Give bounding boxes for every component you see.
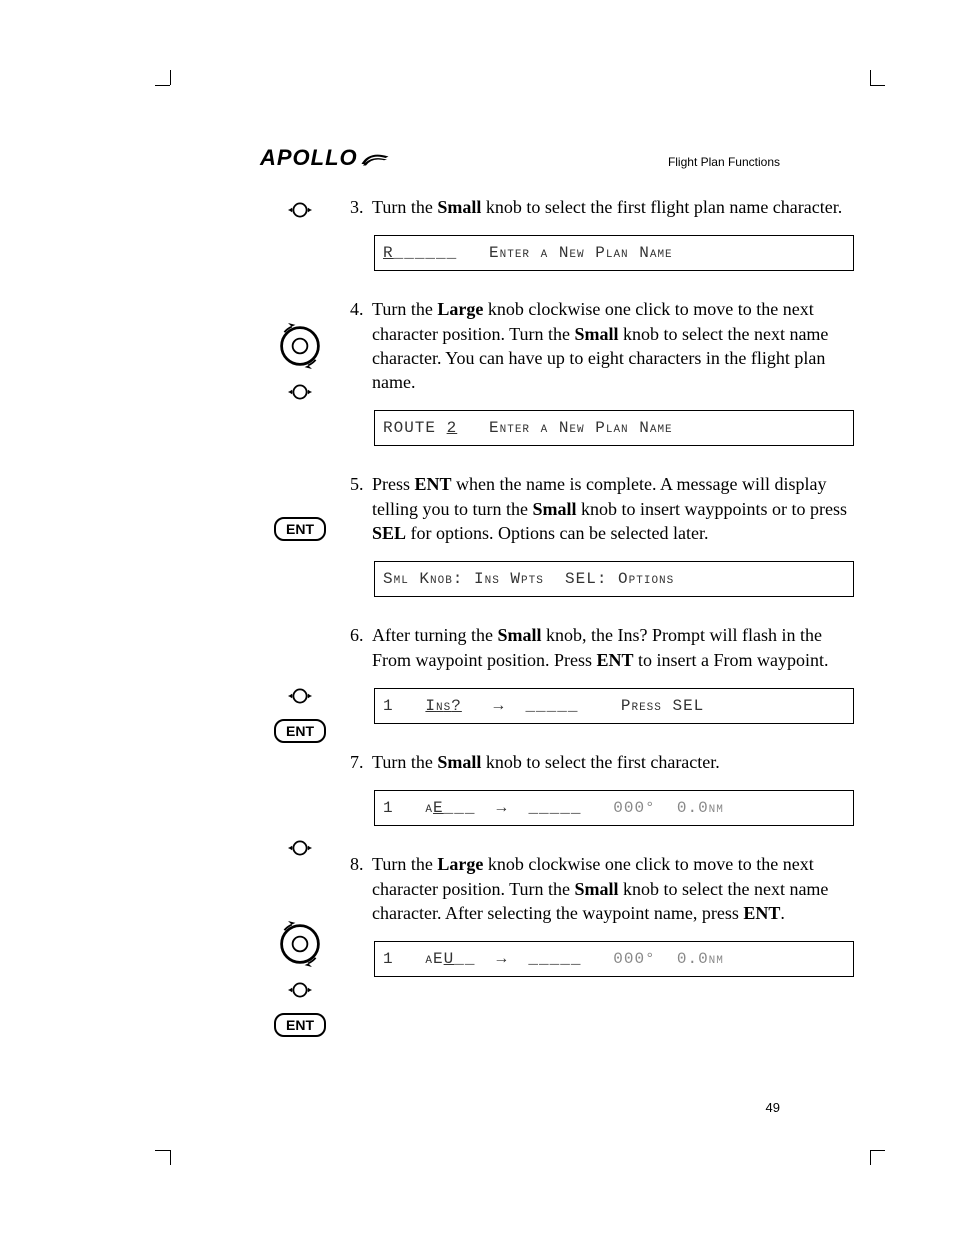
step-text: 3.Turn the Small knob to select the firs… — [350, 195, 860, 219]
step-body: Press ENT when the name is complete. A m… — [372, 472, 860, 545]
lcd-display: 1 Ins? → _____ Press SEL — [374, 688, 854, 724]
large-knob-icon — [277, 323, 323, 369]
small-knob-icon — [280, 195, 320, 225]
margin-icon-group — [270, 323, 330, 407]
ent-button-icon: ENT — [274, 719, 326, 743]
step-body: After turning the Small knob, the Ins? P… — [372, 623, 860, 672]
margin-icon-group: ENT — [270, 517, 330, 541]
large-knob-icon — [277, 921, 323, 967]
step-number: 6. — [350, 623, 372, 672]
logo-text: APOLLO — [260, 145, 358, 171]
small-knob-icon — [280, 681, 320, 711]
step-number: 5. — [350, 472, 372, 545]
section-header: Flight Plan Functions — [668, 155, 780, 169]
step-5: 5.Press ENT when the name is complete. A… — [350, 472, 860, 597]
step-number: 7. — [350, 750, 372, 774]
step-body: Turn the Small knob to select the first … — [372, 195, 860, 219]
step-number: 8. — [350, 852, 372, 925]
step-text: 5.Press ENT when the name is complete. A… — [350, 472, 860, 545]
step-body: Turn the Small knob to select the first … — [372, 750, 860, 774]
page-number: 49 — [766, 1100, 780, 1115]
margin-icon-group — [270, 195, 330, 225]
step-body: Turn the Large knob clockwise one click … — [372, 852, 860, 925]
lcd-display: 1 aE___ → _____ 000° 0.0nm — [374, 790, 854, 826]
small-knob-icon — [280, 833, 320, 863]
step-body: Turn the Large knob clockwise one click … — [372, 297, 860, 394]
step-8: 8.Turn the Large knob clockwise one clic… — [350, 852, 860, 977]
step-number: 4. — [350, 297, 372, 394]
ent-button-icon: ENT — [274, 1013, 326, 1037]
step-4: 4.Turn the Large knob clockwise one clic… — [350, 297, 860, 446]
small-knob-icon — [280, 377, 320, 407]
step-7: 7.Turn the Small knob to select the firs… — [350, 750, 860, 826]
logo-swoosh-icon — [360, 148, 390, 168]
step-text: 7.Turn the Small knob to select the firs… — [350, 750, 860, 774]
step-3: 3.Turn the Small knob to select the firs… — [350, 195, 860, 271]
apollo-logo: APOLLO — [260, 145, 390, 171]
step-text: 6.After turning the Small knob, the Ins?… — [350, 623, 860, 672]
step-text: 4.Turn the Large knob clockwise one clic… — [350, 297, 860, 394]
margin-icon-group: ENT — [270, 681, 330, 743]
ent-button-icon: ENT — [274, 517, 326, 541]
step-6: 6.After turning the Small knob, the Ins?… — [350, 623, 860, 724]
lcd-display: R______ Enter a New Plan Name — [374, 235, 854, 271]
lcd-display: 1 aEU__ → _____ 000° 0.0nm — [374, 941, 854, 977]
small-knob-icon — [280, 975, 320, 1005]
lcd-display: ROUTE 2 Enter a New Plan Name — [374, 410, 854, 446]
margin-icon-group: ENT — [270, 921, 330, 1037]
step-text: 8.Turn the Large knob clockwise one clic… — [350, 852, 860, 925]
margin-icon-group — [270, 833, 330, 863]
content-column: 3.Turn the Small knob to select the firs… — [350, 195, 860, 1003]
step-number: 3. — [350, 195, 372, 219]
lcd-display: Sml Knob: Ins Wpts SEL: Options — [374, 561, 854, 597]
